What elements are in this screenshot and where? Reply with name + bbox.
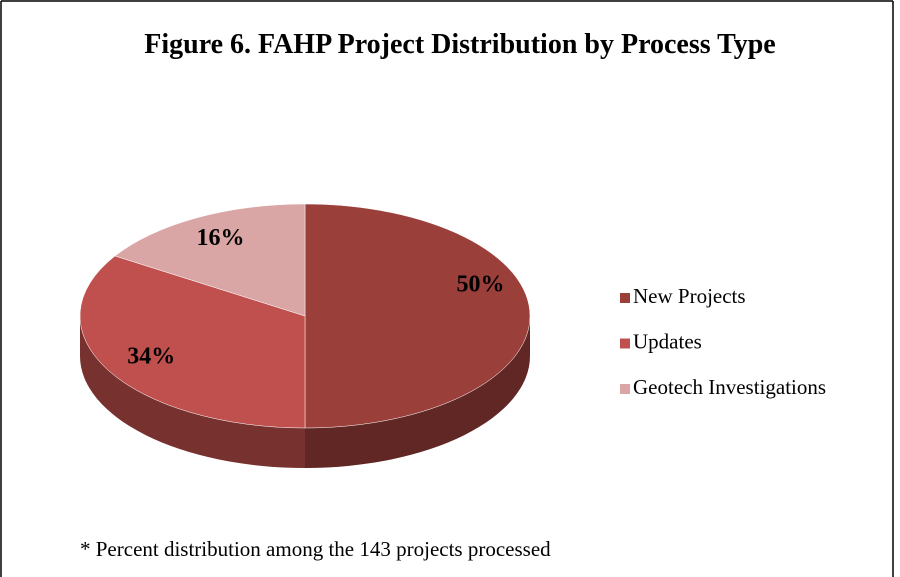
data-label: 16% <box>196 225 244 251</box>
legend-label: Geotech Investigations <box>633 375 826 399</box>
annotation: * Percent distribution among the 143 pro… <box>80 537 551 561</box>
data-label: 50% <box>457 272 505 298</box>
pie-slice <box>114 203 306 317</box>
legend-swatch <box>620 384 630 394</box>
pie-side <box>305 316 530 468</box>
legend-swatch <box>620 338 630 349</box>
pie-slice <box>79 255 306 429</box>
legend-swatch <box>620 293 630 303</box>
data-label: 34% <box>127 344 175 370</box>
legend-label: Updates <box>633 329 702 353</box>
legend-label: New Projects <box>633 284 746 308</box>
pie-slice <box>304 203 531 429</box>
chart-title: Figure 6. FAHP Project Distribution by P… <box>144 29 776 60</box>
pie-side <box>80 316 305 468</box>
